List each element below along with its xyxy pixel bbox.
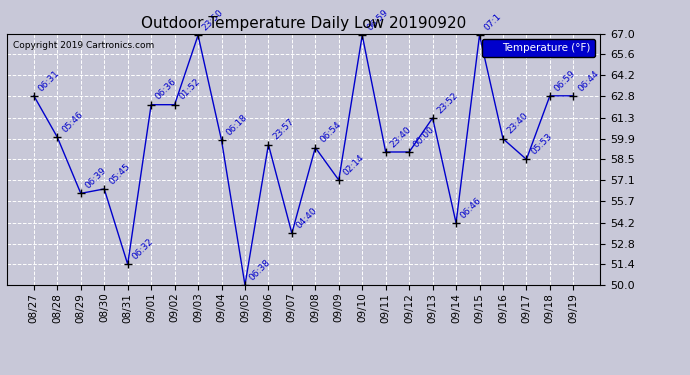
Text: 06:18: 06:18: [224, 113, 249, 137]
Text: 06:59: 06:59: [365, 8, 390, 33]
Text: 06:39: 06:39: [83, 166, 108, 190]
Title: Outdoor Temperature Daily Low 20190920: Outdoor Temperature Daily Low 20190920: [141, 16, 466, 31]
Text: 04:40: 04:40: [295, 206, 319, 231]
Legend: Temperature (°F): Temperature (°F): [482, 39, 595, 57]
Text: 06:54: 06:54: [318, 120, 343, 145]
Text: 00:00: 00:00: [412, 124, 437, 149]
Text: 06:36: 06:36: [154, 77, 179, 102]
Text: 06:44: 06:44: [576, 69, 600, 93]
Text: 07:1: 07:1: [482, 12, 503, 33]
Text: 23:40: 23:40: [506, 111, 530, 136]
Text: 05:53: 05:53: [529, 132, 554, 157]
Text: 02:14: 02:14: [342, 153, 366, 177]
Text: 23:50: 23:50: [201, 8, 226, 33]
Text: 23:57: 23:57: [271, 117, 296, 142]
Text: 06:38: 06:38: [248, 258, 273, 282]
Text: 06:59: 06:59: [553, 68, 578, 93]
Text: 06:46: 06:46: [459, 196, 484, 220]
Text: Copyright 2019 Cartronics.com: Copyright 2019 Cartronics.com: [13, 41, 154, 50]
Text: 06:31: 06:31: [37, 68, 61, 93]
Text: 01:52: 01:52: [177, 77, 202, 102]
Text: 23:40: 23:40: [388, 125, 413, 149]
Text: 06:32: 06:32: [130, 237, 155, 261]
Text: 05:46: 05:46: [60, 110, 85, 134]
Text: 23:52: 23:52: [435, 91, 460, 115]
Text: 05:45: 05:45: [107, 162, 132, 186]
